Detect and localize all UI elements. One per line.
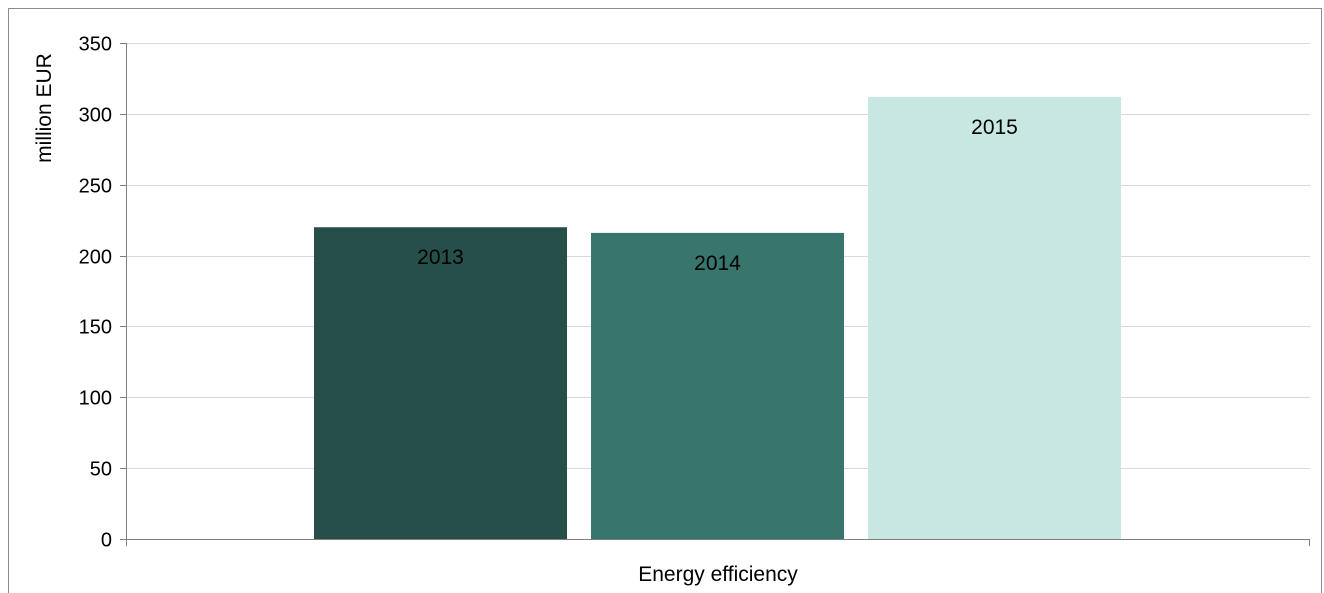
bar-2014 xyxy=(591,232,844,539)
y-tick-label: 100 xyxy=(79,388,112,410)
y-tick-label: 50 xyxy=(90,459,112,481)
axes: 0 50 100 150 200 250 300 350 Energy efficiency xyxy=(79,34,1310,586)
y-axis-title: million EUR xyxy=(33,53,56,163)
bar-2015 xyxy=(868,96,1121,539)
y-tick-label: 300 xyxy=(79,105,112,127)
y-tick-label: 150 xyxy=(79,317,112,339)
bar-label-2013: 2013 xyxy=(417,246,464,269)
bar-label-2014: 2014 xyxy=(694,252,741,275)
bar-label-2015: 2015 xyxy=(971,116,1018,139)
y-tick-label: 0 xyxy=(101,530,112,552)
y-tick-label: 250 xyxy=(79,176,112,198)
bars: 2013 2014 2015 xyxy=(314,96,1121,539)
bar-2013 xyxy=(314,227,567,539)
y-tick-label: 200 xyxy=(79,247,112,269)
x-category-label: Energy efficiency xyxy=(638,563,798,586)
chart-frame xyxy=(8,8,1322,593)
y-tick-label: 350 xyxy=(79,34,112,56)
